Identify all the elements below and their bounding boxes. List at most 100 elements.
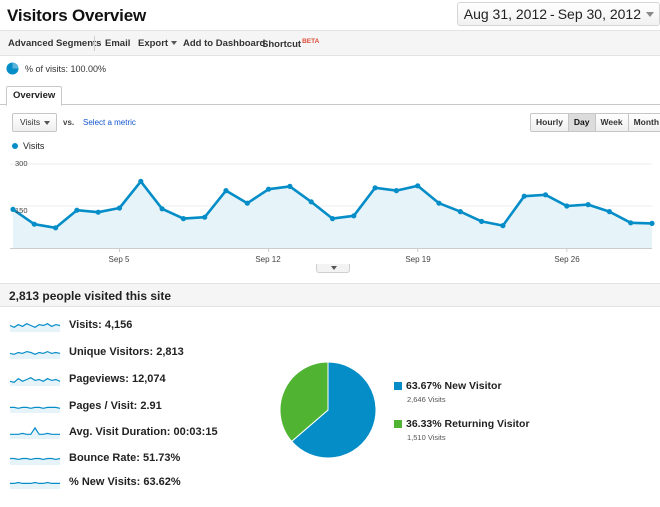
sparkline-area [10, 458, 60, 465]
pie-legend-pct: 36.33% [406, 418, 442, 430]
visits-point[interactable] [351, 213, 357, 219]
visits-point[interactable] [628, 220, 634, 226]
advanced-segments-button[interactable]: Advanced Segments [8, 38, 102, 49]
page-title: Visitors Overview [7, 6, 146, 25]
visits-point[interactable] [308, 199, 314, 205]
visits-point[interactable] [436, 200, 442, 206]
visits-point[interactable] [542, 192, 549, 198]
visits-point[interactable] [74, 207, 80, 213]
visits-point[interactable] [329, 216, 336, 222]
metric-row-new-visits[interactable]: % New Visits: 63.62% [0, 472, 260, 492]
metric-value: 51.73% [142, 452, 181, 464]
visits-point[interactable] [138, 178, 144, 184]
segment-text: % of visits: 100.00% [25, 64, 107, 74]
email-button[interactable]: Email [105, 38, 131, 49]
chart-expand-toggle[interactable] [316, 264, 350, 273]
visits-point[interactable] [287, 183, 293, 189]
pie-legend-label: 63.67% New Visitor [406, 380, 502, 392]
visits-point[interactable] [585, 202, 591, 208]
metric-row-bounce-rate[interactable]: Bounce Rate: 51.73% [0, 448, 260, 468]
visits-area [13, 181, 652, 248]
visits-point[interactable] [223, 188, 229, 194]
week-button[interactable]: Week [594, 114, 628, 131]
chevron-down-icon [331, 266, 337, 270]
metric-name: Pageviews: [69, 373, 129, 385]
export-button[interactable]: Export [138, 38, 178, 49]
sparkline-line [10, 481, 60, 484]
hourly-button[interactable]: Hourly [531, 114, 568, 131]
visits-point[interactable] [479, 218, 485, 224]
add-to-dashboard-button[interactable]: Add to Dashboard [183, 38, 266, 49]
visits-point[interactable] [415, 183, 421, 189]
chevron-down-icon [44, 121, 50, 125]
metric-name: % New Visits: [69, 476, 141, 488]
visits-point[interactable] [564, 203, 570, 209]
shortcut-button[interactable]: ShortcutBETA [262, 38, 319, 50]
visits-point[interactable] [180, 216, 186, 222]
sparkline-line [9, 323, 61, 328]
date-range-picker[interactable]: Aug 31, 2012- Sep 30, 2012 [456, 2, 660, 26]
month-button[interactable]: Month [627, 114, 660, 131]
metric-label: Visits: 4,156 [69, 319, 132, 331]
date-range-end: Sep 30, 2012 [557, 6, 641, 22]
visits-point[interactable] [53, 225, 59, 231]
metric-name: Unique Visitors: [69, 346, 154, 358]
metric-label: Pages / Visit: 2.91 [69, 400, 162, 412]
day-button[interactable]: Day [567, 114, 595, 131]
chevron-down-icon [171, 41, 178, 45]
legend-swatch [394, 382, 402, 390]
pie-legend-label: 36.33% Returning Visitor [406, 418, 530, 430]
metric-value: 12,074 [131, 373, 166, 385]
visits-point[interactable] [10, 206, 16, 212]
visits-point[interactable] [95, 209, 101, 215]
pie-slice-returning-visitor[interactable] [279, 361, 329, 443]
visits-chart-svg [10, 163, 655, 252]
visits-point[interactable] [159, 206, 165, 212]
metric-row-visits[interactable]: Visits: 4,156 [0, 315, 260, 335]
visits-point[interactable] [266, 186, 272, 192]
x-tick-label: Sep 5 [108, 255, 130, 264]
tab-overview[interactable]: Overview [6, 86, 63, 106]
visits-point[interactable] [31, 221, 37, 227]
visits-point[interactable] [202, 214, 208, 220]
visits-point[interactable] [393, 188, 399, 194]
granularity-toggle: Hourly Day Week Month [530, 113, 660, 132]
select-metric-link[interactable]: Select a metric [83, 118, 136, 127]
metric-row-pageviews[interactable]: Pageviews: 12,074 [0, 369, 260, 389]
metric-row-avg-visit-duration[interactable]: Avg. Visit Duration: 00:03:15 [0, 422, 260, 442]
date-range-separator: - [550, 6, 555, 22]
metric-row-unique-visitors[interactable]: Unique Visitors: 2,813 [0, 342, 260, 362]
page-header: Visitors Overview Aug 31, 2012- Sep 30, 2… [0, 0, 660, 30]
metric-select[interactable]: Visits [12, 113, 57, 132]
visits-point[interactable] [372, 185, 378, 191]
visits-point[interactable] [116, 205, 123, 211]
pie-legend-pct: 63.67% [406, 380, 442, 392]
visits-point[interactable] [244, 200, 250, 206]
metric-label: Pageviews: 12,074 [69, 373, 166, 385]
shortcut-label: Shortcut [262, 39, 302, 50]
sparkline-line [9, 377, 61, 383]
sparkline-line [10, 426, 60, 435]
sparkline-icon [9, 377, 61, 386]
beta-badge: BETA [302, 38, 320, 45]
y-tick-label: 150 [15, 206, 28, 215]
pie-legend-name: Returning Visitor [444, 418, 530, 430]
metric-row-pages-per-visit[interactable]: Pages / Visit: 2.91 [0, 396, 260, 416]
metric-name: Avg. Visit Duration: [69, 426, 171, 438]
pie-legend-returning-visitor[interactable]: 36.33% Returning Visitor 1,510 Visits [392, 416, 652, 446]
vs-label: vs. [63, 118, 75, 127]
pie-slice-new-visitor[interactable] [290, 361, 377, 459]
visits-point[interactable] [606, 209, 613, 215]
legend-series-name: Visits [23, 141, 45, 151]
metric-value: 2,813 [156, 346, 184, 358]
visits-point[interactable] [521, 193, 527, 199]
summary-bar: 2,813 people visited this site [0, 283, 660, 307]
visits-chart: 300 150 Sep 5 Sep 12 Sep 19 Sep 26 [0, 152, 660, 272]
visits-point[interactable] [457, 209, 463, 215]
pie-legend-new-visitor[interactable]: 63.67% New Visitor 2,646 Visits [392, 378, 652, 408]
metric-value: 00:03:15 [173, 426, 218, 438]
visits-point[interactable] [500, 223, 506, 229]
summary-title: 2,813 people visited this site [9, 289, 172, 303]
report-toolbar: Advanced Segments Email Export Add to Da… [0, 30, 660, 56]
visits-point[interactable] [649, 220, 655, 226]
